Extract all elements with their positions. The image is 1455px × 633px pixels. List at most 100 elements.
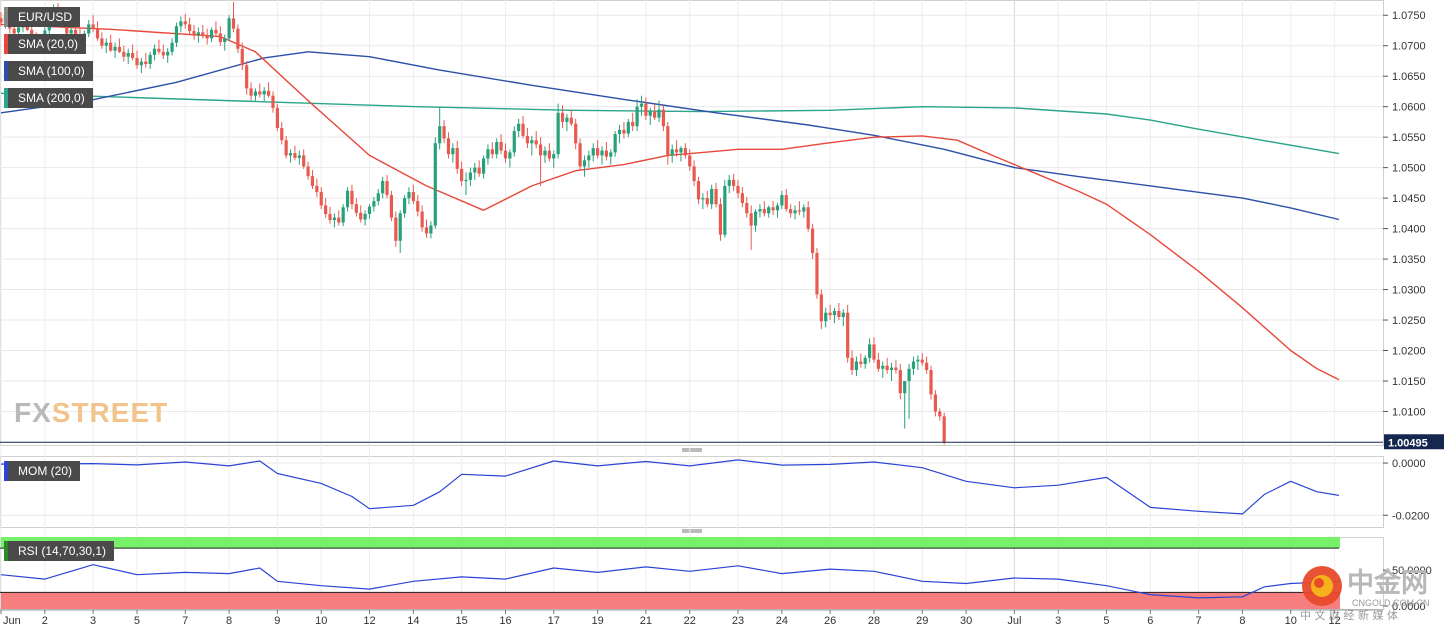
candle[interactable] xyxy=(718,198,723,241)
candle[interactable] xyxy=(841,309,845,327)
candle[interactable] xyxy=(916,355,920,371)
candle[interactable] xyxy=(464,172,468,196)
candle[interactable] xyxy=(100,32,104,49)
candle[interactable] xyxy=(911,356,916,375)
candle[interactable] xyxy=(938,408,942,421)
candle[interactable] xyxy=(332,213,337,228)
candle[interactable] xyxy=(109,34,113,52)
candle[interactable] xyxy=(587,150,591,168)
candle[interactable] xyxy=(398,210,402,253)
candle[interactable] xyxy=(486,144,490,165)
candle[interactable] xyxy=(275,103,279,132)
candle[interactable] xyxy=(578,138,582,171)
candle[interactable] xyxy=(183,14,187,29)
price-mom-handle[interactable] xyxy=(682,448,702,452)
candle[interactable] xyxy=(87,20,91,38)
candle[interactable] xyxy=(91,15,95,33)
candle[interactable] xyxy=(363,210,367,226)
candle[interactable] xyxy=(661,105,666,132)
candle[interactable] xyxy=(517,118,521,138)
candle[interactable] xyxy=(227,15,231,41)
candle[interactable] xyxy=(639,95,644,116)
candle[interactable] xyxy=(793,205,797,220)
sma200-badge[interactable]: SMA (200,0) xyxy=(4,88,93,108)
candle[interactable] xyxy=(166,48,170,63)
candle[interactable] xyxy=(512,126,516,157)
candle[interactable] xyxy=(157,39,161,55)
candle[interactable] xyxy=(758,204,762,218)
candle[interactable] xyxy=(552,150,556,168)
candle[interactable] xyxy=(117,38,122,54)
candle[interactable] xyxy=(784,188,788,212)
candle[interactable] xyxy=(530,135,534,156)
candle[interactable] xyxy=(740,187,744,208)
candle[interactable] xyxy=(920,352,924,366)
candle[interactable] xyxy=(648,107,652,125)
candle[interactable] xyxy=(297,150,301,165)
candle[interactable] xyxy=(885,357,889,374)
candle[interactable] xyxy=(591,143,595,162)
candle[interactable] xyxy=(771,201,775,216)
candle[interactable] xyxy=(547,143,551,162)
candle[interactable] xyxy=(907,363,911,419)
candle[interactable] xyxy=(674,140,679,157)
candle[interactable] xyxy=(942,412,946,445)
candle[interactable] xyxy=(245,60,249,95)
sma100-badge[interactable]: SMA (100,0) xyxy=(4,61,93,81)
candle[interactable] xyxy=(596,140,600,159)
candle[interactable] xyxy=(600,146,604,165)
candle[interactable] xyxy=(670,144,674,163)
candle[interactable] xyxy=(767,205,771,218)
candle[interactable] xyxy=(481,155,486,179)
candle[interactable] xyxy=(148,51,152,69)
candle[interactable] xyxy=(560,105,565,129)
candle[interactable] xyxy=(543,146,547,163)
candle[interactable] xyxy=(819,289,823,330)
candle[interactable] xyxy=(223,34,227,51)
candle[interactable] xyxy=(635,99,639,132)
candle[interactable] xyxy=(438,106,442,150)
candle[interactable] xyxy=(262,87,266,102)
candle[interactable] xyxy=(302,149,306,169)
candle[interactable] xyxy=(236,24,240,54)
candle[interactable] xyxy=(850,350,854,375)
candle[interactable] xyxy=(376,188,380,206)
candle[interactable] xyxy=(701,193,705,210)
candle[interactable] xyxy=(192,24,196,40)
candle[interactable] xyxy=(815,248,819,299)
candle[interactable] xyxy=(0,12,3,27)
candle[interactable] xyxy=(556,103,560,159)
candle[interactable] xyxy=(174,22,179,47)
candle[interactable] xyxy=(214,21,218,37)
candle[interactable] xyxy=(508,149,512,168)
candle[interactable] xyxy=(218,26,222,46)
candle[interactable] xyxy=(622,121,626,139)
mom-badge[interactable]: MOM (20) xyxy=(4,461,80,481)
candle[interactable] xyxy=(732,173,736,191)
candle[interactable] xyxy=(565,113,569,132)
candle[interactable] xyxy=(762,201,766,217)
candle[interactable] xyxy=(538,137,543,186)
candle[interactable] xyxy=(328,206,332,224)
candle[interactable] xyxy=(367,204,372,219)
candle[interactable] xyxy=(824,307,828,328)
candle[interactable] xyxy=(152,44,157,61)
candle[interactable] xyxy=(135,50,139,69)
candle[interactable] xyxy=(258,83,262,98)
candle[interactable] xyxy=(898,363,902,400)
candle[interactable] xyxy=(569,109,573,127)
candle[interactable] xyxy=(749,205,753,250)
candle[interactable] xyxy=(683,143,687,159)
candle[interactable] xyxy=(692,160,696,186)
candle[interactable] xyxy=(249,82,253,101)
candle[interactable] xyxy=(161,44,165,60)
candle[interactable] xyxy=(525,128,530,149)
candle[interactable] xyxy=(196,27,201,43)
candle[interactable] xyxy=(95,21,100,41)
candle[interactable] xyxy=(416,195,420,217)
candle[interactable] xyxy=(139,57,143,74)
candle[interactable] xyxy=(832,307,837,324)
candle[interactable] xyxy=(657,100,661,122)
candle[interactable] xyxy=(710,184,714,210)
